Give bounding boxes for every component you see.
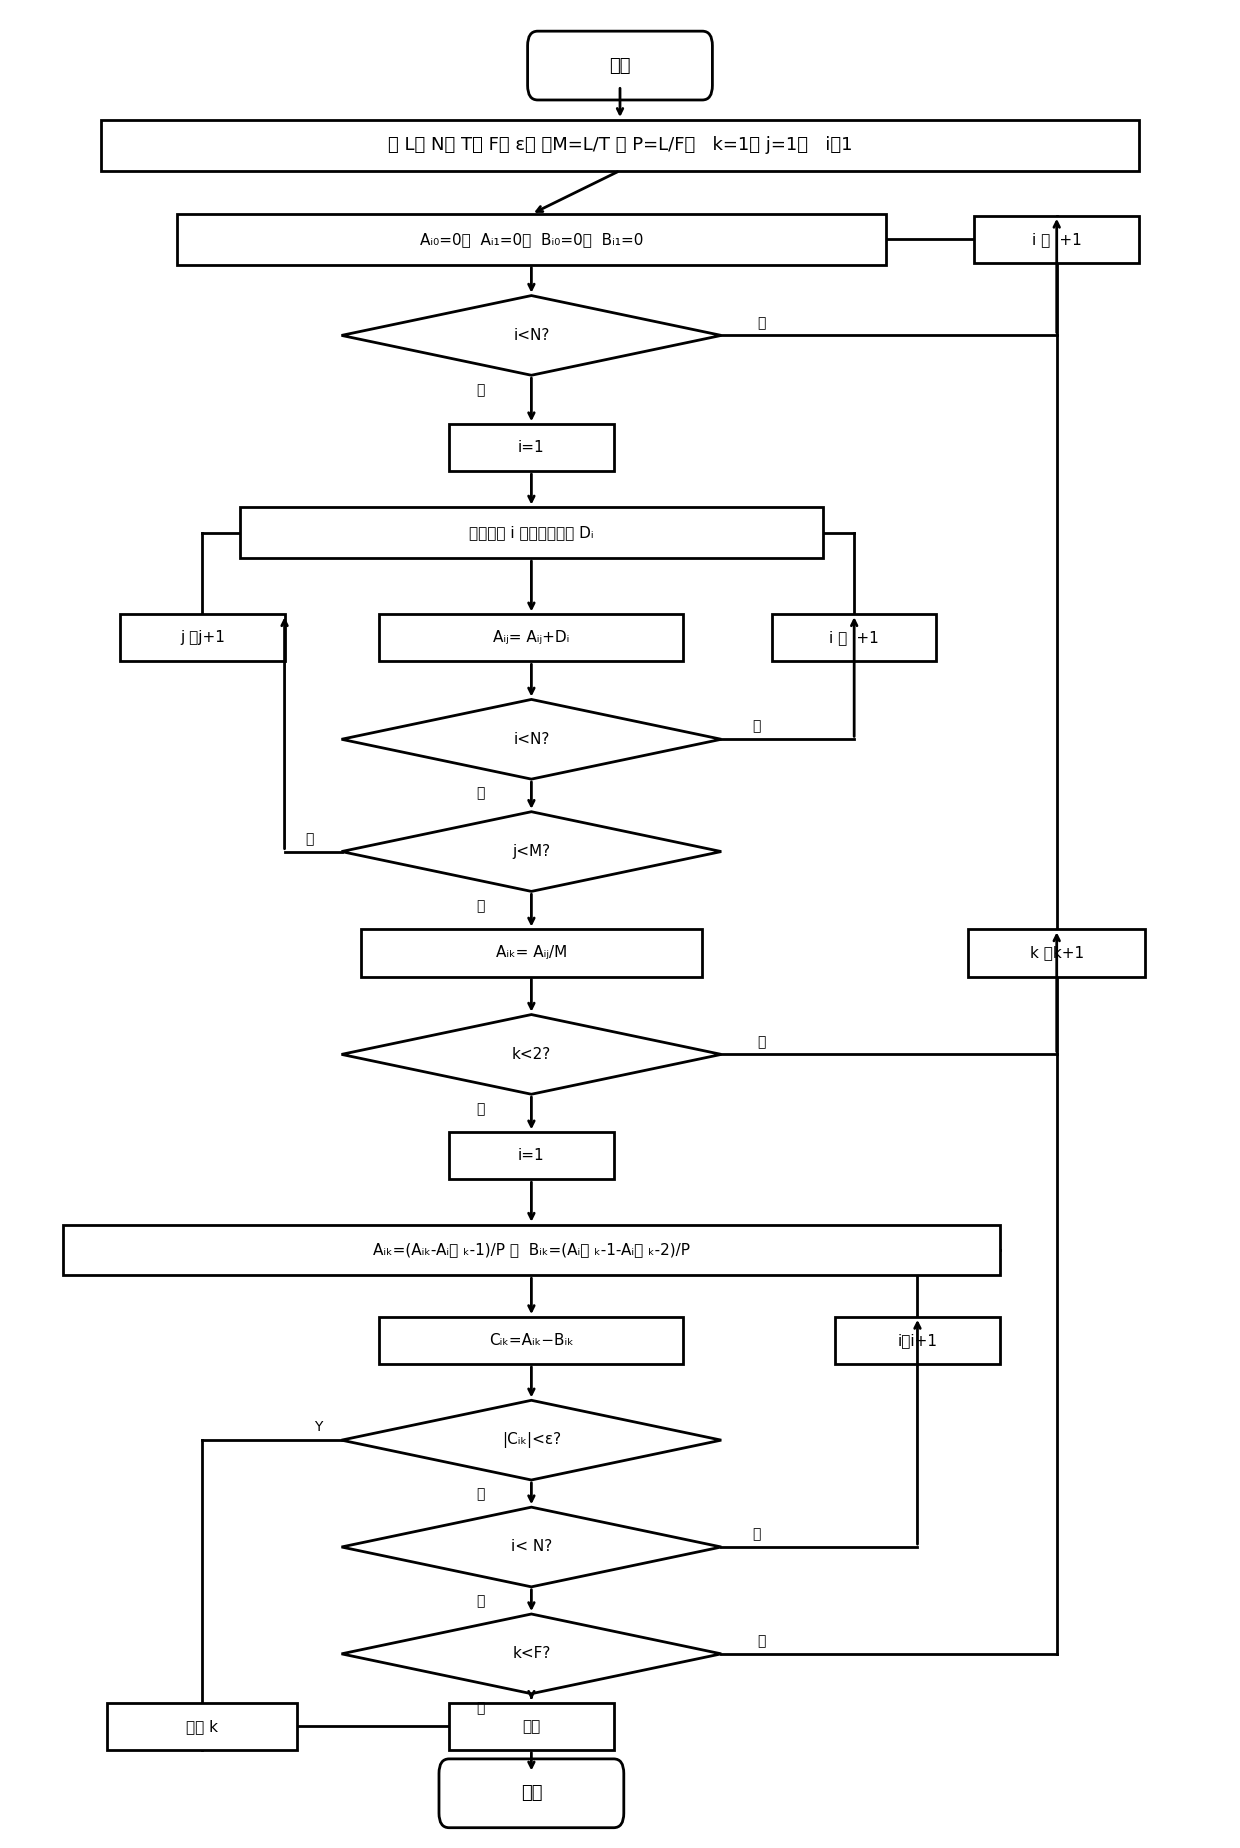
Text: 是: 是 xyxy=(753,1526,761,1541)
Text: i ＝ i+1: i ＝ i+1 xyxy=(830,630,879,645)
Text: i<N?: i<N? xyxy=(513,732,549,747)
Polygon shape xyxy=(341,1613,722,1693)
Text: 开始: 开始 xyxy=(609,57,631,74)
Text: i< N?: i< N? xyxy=(511,1539,552,1554)
Text: i=1: i=1 xyxy=(518,440,544,455)
Bar xyxy=(361,930,702,976)
Text: 否: 否 xyxy=(476,1702,485,1715)
Text: j ＝j+1: j ＝j+1 xyxy=(180,630,224,645)
Bar xyxy=(379,614,683,662)
Text: 否: 否 xyxy=(476,383,485,397)
Bar xyxy=(771,614,936,662)
Bar xyxy=(449,1702,614,1750)
Text: i ＝ i+1: i ＝ i+1 xyxy=(1032,233,1081,248)
Bar xyxy=(241,508,822,558)
Text: 否: 否 xyxy=(476,898,485,913)
Text: 是: 是 xyxy=(758,316,766,329)
Text: 否: 否 xyxy=(476,1488,485,1501)
Polygon shape xyxy=(341,811,722,891)
Text: k ＝k+1: k ＝k+1 xyxy=(1029,946,1084,961)
Bar xyxy=(836,1318,999,1364)
Bar xyxy=(108,1702,298,1750)
Text: Cᵢₖ=Aᵢₖ−Bᵢₖ: Cᵢₖ=Aᵢₖ−Bᵢₖ xyxy=(489,1332,574,1347)
Text: 否: 否 xyxy=(476,787,485,800)
Bar xyxy=(120,614,284,662)
Text: 锁定 k: 锁定 k xyxy=(186,1719,218,1733)
Polygon shape xyxy=(341,1508,722,1587)
Text: 是: 是 xyxy=(753,719,761,734)
Bar xyxy=(177,214,885,264)
Text: Aᵢⱼ= Aᵢⱼ+Dᵢ: Aᵢⱼ= Aᵢⱼ+Dᵢ xyxy=(494,630,569,645)
Polygon shape xyxy=(341,296,722,375)
Text: Aᵢₖ=(Aᵢₖ-Aᵢ， ₖ-1)/P ，  Bᵢₖ=(Aᵢ， ₖ-1-Aᵢ， ₖ-2)/P: Aᵢₖ=(Aᵢₖ-Aᵢ， ₖ-1)/P ， Bᵢₖ=(Aᵢ， ₖ-1-Aᵢ， ₖ… xyxy=(373,1242,689,1257)
Bar xyxy=(379,1318,683,1364)
Text: 是: 是 xyxy=(758,1634,766,1648)
FancyBboxPatch shape xyxy=(439,1759,624,1828)
Bar xyxy=(100,120,1140,170)
Text: Y: Y xyxy=(315,1421,322,1434)
Text: 读 L， N， T， F， ε； 算M=L/T ， P=L/F；   k=1， j=1，   i＝1: 读 L， N， T， F， ε； 算M=L/T ， P=L/F； k=1， j=… xyxy=(388,137,852,153)
Bar xyxy=(449,425,614,471)
Polygon shape xyxy=(341,1401,722,1480)
Text: 结束: 结束 xyxy=(521,1785,542,1802)
Text: k<F?: k<F? xyxy=(512,1647,551,1661)
Text: 读处理组 i 效率反馈数据 Dᵢ: 读处理组 i 效率反馈数据 Dᵢ xyxy=(469,525,594,540)
Text: Aᵢₖ= Aᵢⱼ/M: Aᵢₖ= Aᵢⱼ/M xyxy=(496,946,567,961)
Bar xyxy=(968,930,1146,976)
Text: k<2?: k<2? xyxy=(512,1048,551,1063)
Text: 呼叫: 呼叫 xyxy=(522,1719,541,1733)
Bar xyxy=(449,1133,614,1179)
Text: i＝i+1: i＝i+1 xyxy=(898,1332,937,1347)
Polygon shape xyxy=(341,1015,722,1094)
Text: 否: 否 xyxy=(476,1101,485,1116)
Text: 否: 否 xyxy=(476,1595,485,1608)
FancyBboxPatch shape xyxy=(527,31,713,100)
Text: Aᵢ₀=0，  Aᵢ₁=0；  Bᵢ₀=0，  Bᵢ₁=0: Aᵢ₀=0， Aᵢ₁=0； Bᵢ₀=0， Bᵢ₁=0 xyxy=(419,233,644,248)
Text: i<N?: i<N? xyxy=(513,327,549,344)
Text: i=1: i=1 xyxy=(518,1148,544,1162)
Polygon shape xyxy=(341,699,722,780)
Bar xyxy=(63,1225,999,1275)
Text: |Cᵢₖ|<ε?: |Cᵢₖ|<ε? xyxy=(502,1432,560,1449)
Text: j<M?: j<M? xyxy=(512,845,551,859)
Text: 是: 是 xyxy=(758,1035,766,1048)
Bar xyxy=(975,216,1140,262)
Text: 是: 是 xyxy=(306,832,314,846)
